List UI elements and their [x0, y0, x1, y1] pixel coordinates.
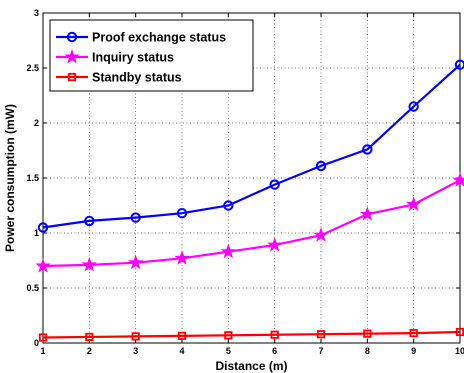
series-line [42, 179, 461, 268]
data-point-star [174, 250, 190, 265]
y-tick-label: 2 [34, 118, 39, 128]
data-point-square [363, 329, 372, 338]
series-layer [35, 59, 464, 342]
data-point-star [313, 227, 329, 242]
grid [43, 13, 460, 343]
y-tick-label: 1 [34, 228, 39, 238]
series-line [42, 63, 461, 229]
data-point-square [38, 333, 48, 342]
legend-label: Inquiry status [92, 51, 174, 65]
data-point-circle [223, 200, 234, 211]
x-tick-label: 8 [365, 346, 370, 356]
data-point-square [177, 331, 187, 340]
x-tick-label: 9 [411, 346, 416, 356]
data-point-circle [130, 212, 141, 223]
data-point-star [128, 254, 144, 270]
legend-marker-circle [56, 31, 88, 43]
data-point-square [85, 332, 94, 342]
legend-entry-3: Standby status [56, 71, 182, 85]
x-tick-label: 7 [318, 346, 323, 356]
data-point-star [64, 48, 80, 64]
data-point-square [131, 332, 140, 341]
data-point-square [270, 330, 279, 339]
legend-entry-1: Proof exchange status [56, 31, 226, 45]
data-point-square [455, 327, 464, 337]
y-tick-label: 1.5 [26, 173, 39, 183]
data-point-star [35, 257, 51, 273]
data-point-star [359, 206, 375, 221]
data-point-square [316, 330, 326, 339]
legend-label: Proof exchange status [92, 31, 226, 45]
data-point-square [224, 331, 233, 340]
data-point-star [406, 196, 422, 211]
legend-label: Standby status [92, 71, 182, 85]
series-star [35, 172, 464, 273]
data-point-star [81, 256, 97, 272]
legend-marker-star [56, 48, 88, 64]
data-point-circle [315, 160, 327, 172]
x-tick-label: 2 [87, 346, 92, 356]
data-point-square [67, 72, 77, 82]
x-tick-label: 3 [133, 346, 138, 356]
x-tick-label: 10 [455, 346, 464, 356]
legend-entry-2: Inquiry status [56, 48, 174, 65]
x-axis-label: Distance (m) [215, 359, 287, 373]
y-tick-label: 0.5 [26, 283, 39, 293]
data-point-star [452, 172, 464, 187]
x-tick-label: 5 [226, 346, 231, 356]
x-tick-label: 4 [179, 346, 184, 356]
data-point-star [267, 237, 283, 252]
data-point-circle [454, 59, 464, 70]
y-tick-label: 0 [34, 338, 39, 348]
data-point-circle [84, 215, 95, 227]
series-square [38, 327, 464, 342]
data-point-circle [408, 101, 419, 112]
axis-ticks: 1 2 3 4 5 6 7 8 9 10 0 0.5 1 1.5 2 2.5 3 [26, 8, 464, 356]
data-point-circle [176, 208, 188, 219]
data-point-circle [362, 144, 373, 155]
series-circle [37, 59, 464, 233]
y-tick-label: 2.5 [26, 63, 39, 73]
x-tick-label: 1 [40, 346, 45, 356]
data-point-circle [37, 222, 49, 233]
legend: Proof exchange status Inquiry status Sta… [49, 19, 254, 92]
y-axis-label: Power consumption (mW) [3, 104, 17, 252]
legend-box [49, 19, 254, 92]
legend-marker-square [56, 72, 88, 82]
y-tick-label: 3 [34, 8, 39, 18]
series-line [42, 330, 461, 339]
data-point-square [409, 328, 418, 338]
data-point-circle [269, 179, 280, 190]
x-tick-label: 6 [272, 346, 277, 356]
data-point-star [220, 243, 236, 259]
data-point-circle [66, 31, 78, 43]
